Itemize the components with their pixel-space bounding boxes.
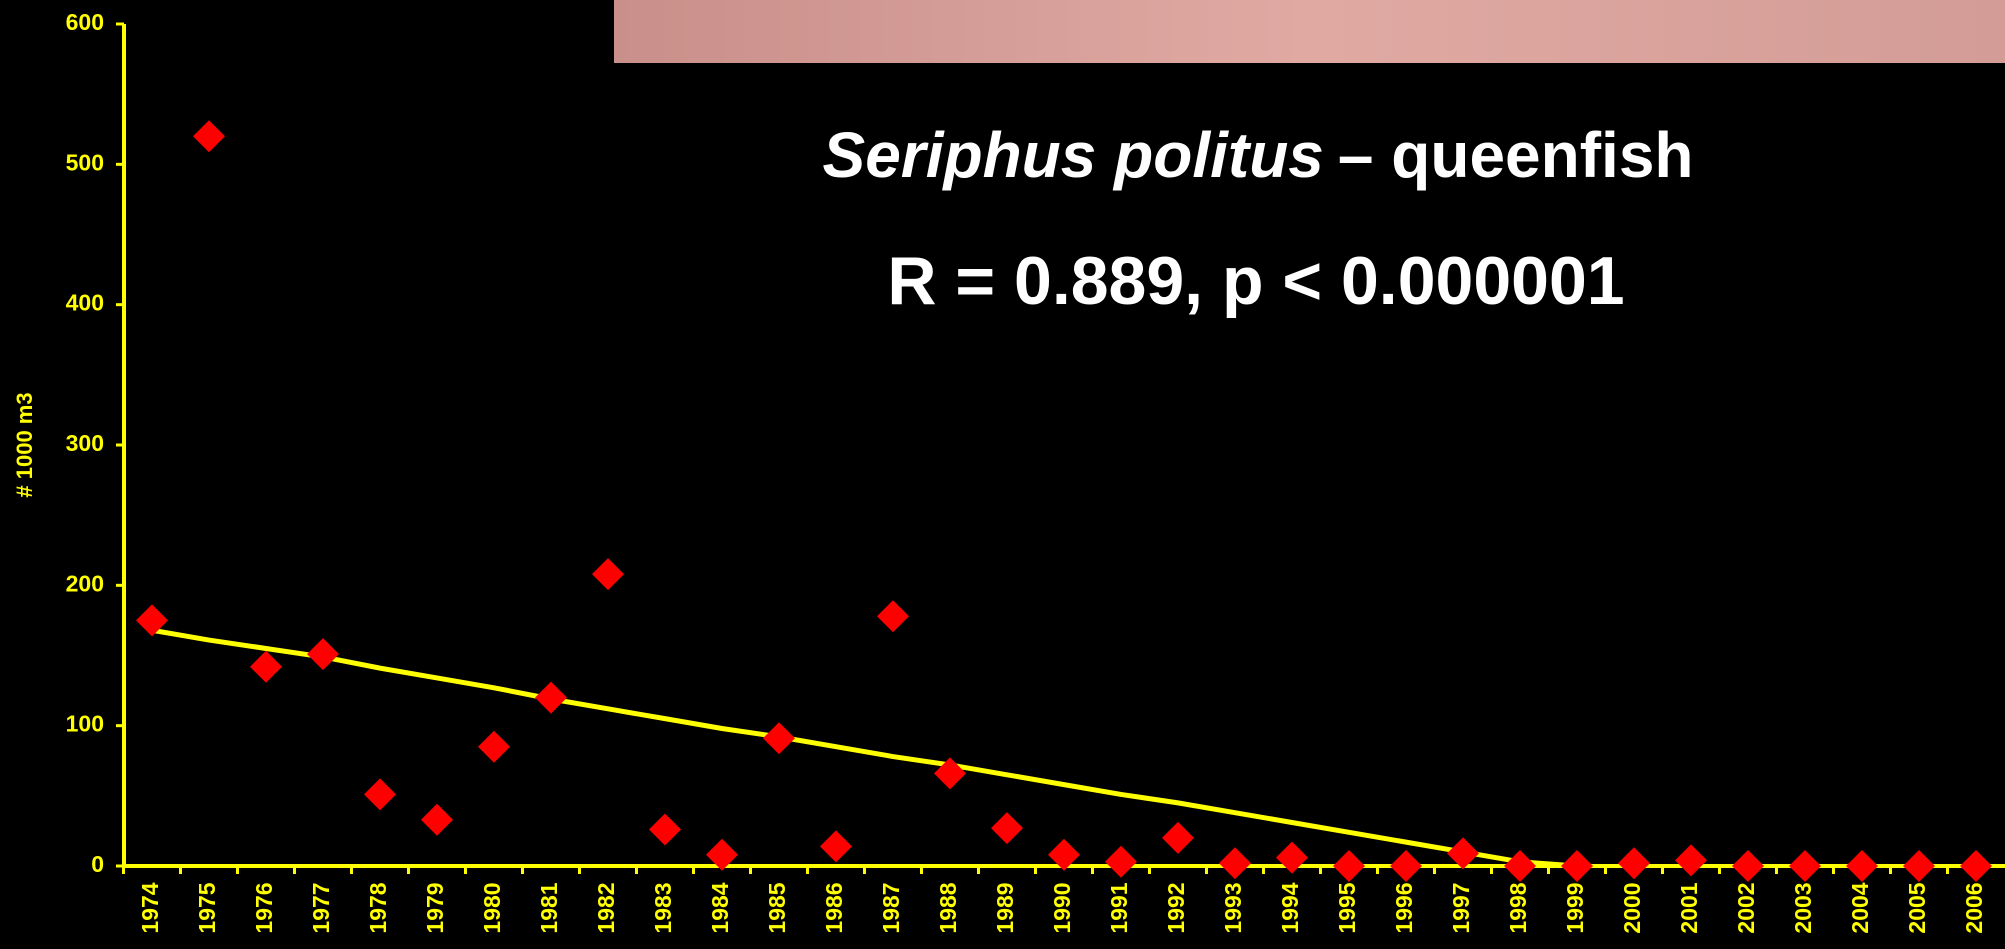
y-axis-label: # 1000 m3 bbox=[12, 392, 37, 497]
x-tick-label: 1975 bbox=[194, 882, 220, 933]
chart-title: Seriphus politus – queenfish bbox=[823, 119, 1694, 191]
point bbox=[1903, 850, 1935, 882]
y-tick-label: 500 bbox=[66, 149, 104, 175]
point bbox=[1675, 844, 1707, 877]
point bbox=[193, 120, 225, 153]
x-tick-label: 2002 bbox=[1733, 882, 1759, 933]
x-tick-label: 1974 bbox=[137, 882, 163, 933]
point bbox=[706, 838, 738, 871]
x-tick-label: 1981 bbox=[536, 882, 562, 933]
point bbox=[763, 722, 795, 755]
point bbox=[1219, 847, 1251, 880]
x-tick-label: 1987 bbox=[878, 882, 904, 933]
point bbox=[991, 812, 1023, 845]
point bbox=[1618, 847, 1650, 880]
y-tick-label: 400 bbox=[66, 290, 104, 316]
x-tick-label: 1983 bbox=[650, 882, 676, 933]
point bbox=[877, 600, 909, 633]
point bbox=[1846, 850, 1878, 882]
title-rest: – queenfish bbox=[1338, 119, 1694, 191]
point bbox=[1333, 850, 1365, 882]
x-tick-label: 1982 bbox=[593, 882, 619, 933]
point bbox=[535, 681, 567, 714]
title-italic: Seriphus politus bbox=[823, 119, 1324, 191]
x-tick-label: 1988 bbox=[935, 882, 961, 933]
point bbox=[1276, 841, 1308, 874]
y-tick-label: 200 bbox=[66, 570, 104, 596]
point bbox=[1960, 850, 1992, 882]
point bbox=[934, 757, 966, 790]
x-tick-label: 2000 bbox=[1619, 882, 1645, 933]
x-tick-label: 1985 bbox=[764, 882, 790, 933]
point bbox=[1732, 850, 1764, 882]
x-tick-label: 1994 bbox=[1277, 882, 1303, 933]
x-tick-label: 1991 bbox=[1106, 882, 1132, 933]
x-tick-label: 2004 bbox=[1847, 882, 1873, 933]
x-tick-label: 1993 bbox=[1220, 882, 1246, 933]
x-tick-label: 1995 bbox=[1334, 882, 1360, 933]
photo bbox=[614, 0, 2005, 63]
point bbox=[1789, 850, 1821, 882]
x-tick-label: 1977 bbox=[308, 882, 334, 933]
x-tick-label: 1997 bbox=[1448, 882, 1474, 933]
x-tick-label: 1999 bbox=[1562, 882, 1588, 933]
x-tick-label: 1996 bbox=[1391, 882, 1417, 933]
x-tick-label: 2005 bbox=[1904, 882, 1930, 933]
point bbox=[250, 650, 282, 683]
x-tick-label: 2001 bbox=[1676, 882, 1702, 933]
x-tick-label: 1989 bbox=[992, 882, 1018, 933]
x-tick-label: 1986 bbox=[821, 882, 847, 933]
x-tick-label: 1976 bbox=[251, 882, 277, 933]
x-tick-label: 2003 bbox=[1790, 882, 1816, 933]
point bbox=[478, 730, 510, 763]
point bbox=[136, 604, 168, 637]
x-tick-label: 1979 bbox=[422, 882, 448, 933]
y-tick-label: 100 bbox=[66, 711, 104, 737]
x-tick-label: 1984 bbox=[707, 882, 733, 933]
point bbox=[1105, 845, 1137, 878]
point bbox=[592, 558, 624, 591]
point bbox=[820, 830, 852, 863]
point bbox=[364, 778, 396, 811]
point bbox=[1447, 837, 1479, 870]
x-tick-label: 1992 bbox=[1163, 882, 1189, 933]
x-tick-label: 2006 bbox=[1961, 882, 1987, 933]
x-tick-label: 1990 bbox=[1049, 882, 1075, 933]
point bbox=[1504, 850, 1536, 882]
point bbox=[1162, 821, 1194, 854]
point bbox=[1561, 850, 1593, 882]
point bbox=[1048, 838, 1080, 871]
trend-line bbox=[151, 627, 1578, 869]
x-tick-label: 1998 bbox=[1505, 882, 1531, 933]
y-tick-label: 600 bbox=[66, 9, 104, 35]
x-tick-label: 1980 bbox=[479, 882, 505, 933]
y-tick-label: 300 bbox=[66, 430, 104, 456]
point bbox=[649, 813, 681, 846]
chart-subtitle: R = 0.889, p < 0.000001 bbox=[887, 243, 1624, 319]
point bbox=[307, 638, 339, 671]
x-tick-label: 1978 bbox=[365, 882, 391, 933]
point bbox=[1390, 850, 1422, 882]
point bbox=[421, 803, 453, 836]
y-tick-label: 0 bbox=[91, 851, 104, 877]
